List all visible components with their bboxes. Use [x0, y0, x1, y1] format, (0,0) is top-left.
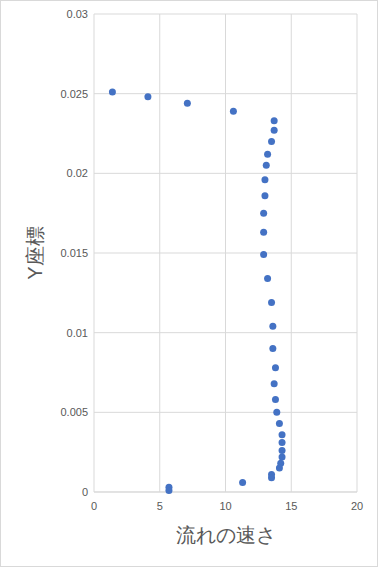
- x-axis: [94, 492, 357, 493]
- point: [271, 127, 278, 134]
- y-tick-label: 0.03: [67, 8, 88, 20]
- point: [263, 162, 270, 169]
- x-grid: [357, 14, 358, 492]
- point: [269, 345, 276, 352]
- point: [276, 420, 283, 427]
- x-tick-label: 15: [285, 500, 297, 512]
- x-grid: [225, 14, 226, 492]
- x-tick-label: 20: [351, 500, 363, 512]
- point: [260, 210, 267, 217]
- chart-frame: [1, 1, 378, 567]
- x-grid: [94, 14, 95, 492]
- point: [260, 229, 267, 236]
- y-tick-label: 0.025: [60, 88, 88, 100]
- x-tick-label: 10: [219, 500, 231, 512]
- y-grid: [94, 492, 357, 493]
- points: [109, 89, 286, 494]
- x-tick-label: 0: [91, 500, 97, 512]
- point: [271, 117, 278, 124]
- point: [264, 275, 271, 282]
- point: [268, 299, 275, 306]
- point: [184, 100, 191, 107]
- y-tick-label: 0.02: [67, 167, 88, 179]
- point: [264, 151, 271, 158]
- point: [261, 192, 268, 199]
- y-axis-title: Y座標: [24, 226, 46, 279]
- point: [279, 447, 286, 454]
- point: [271, 380, 278, 387]
- point: [272, 396, 279, 403]
- point: [261, 176, 268, 183]
- chart: 0 0.005 0.01 0.015 0.02 0.025 0.03 0 5 10 15 20 流れの速…: [0, 0, 378, 567]
- y-tick-label: 0: [82, 486, 88, 498]
- y-tick-label: 0.01: [67, 327, 88, 339]
- point: [272, 364, 279, 371]
- x-grid: [159, 14, 160, 492]
- point: [268, 474, 275, 481]
- y-tick-label: 0.005: [60, 406, 88, 418]
- x-axis-title: 流れの速さ: [176, 524, 276, 546]
- point: [260, 251, 267, 258]
- y-tick-label: 0.015: [60, 247, 88, 259]
- x-tick-label: 5: [157, 500, 163, 512]
- point: [239, 479, 246, 486]
- x-grid: [291, 14, 292, 492]
- point: [268, 138, 275, 145]
- point: [269, 323, 276, 330]
- point: [279, 453, 286, 460]
- point: [230, 108, 237, 115]
- point: [109, 89, 116, 96]
- point: [279, 431, 286, 438]
- point: [165, 487, 172, 494]
- point: [279, 439, 286, 446]
- point: [273, 409, 280, 416]
- point: [276, 465, 283, 472]
- point: [144, 93, 151, 100]
